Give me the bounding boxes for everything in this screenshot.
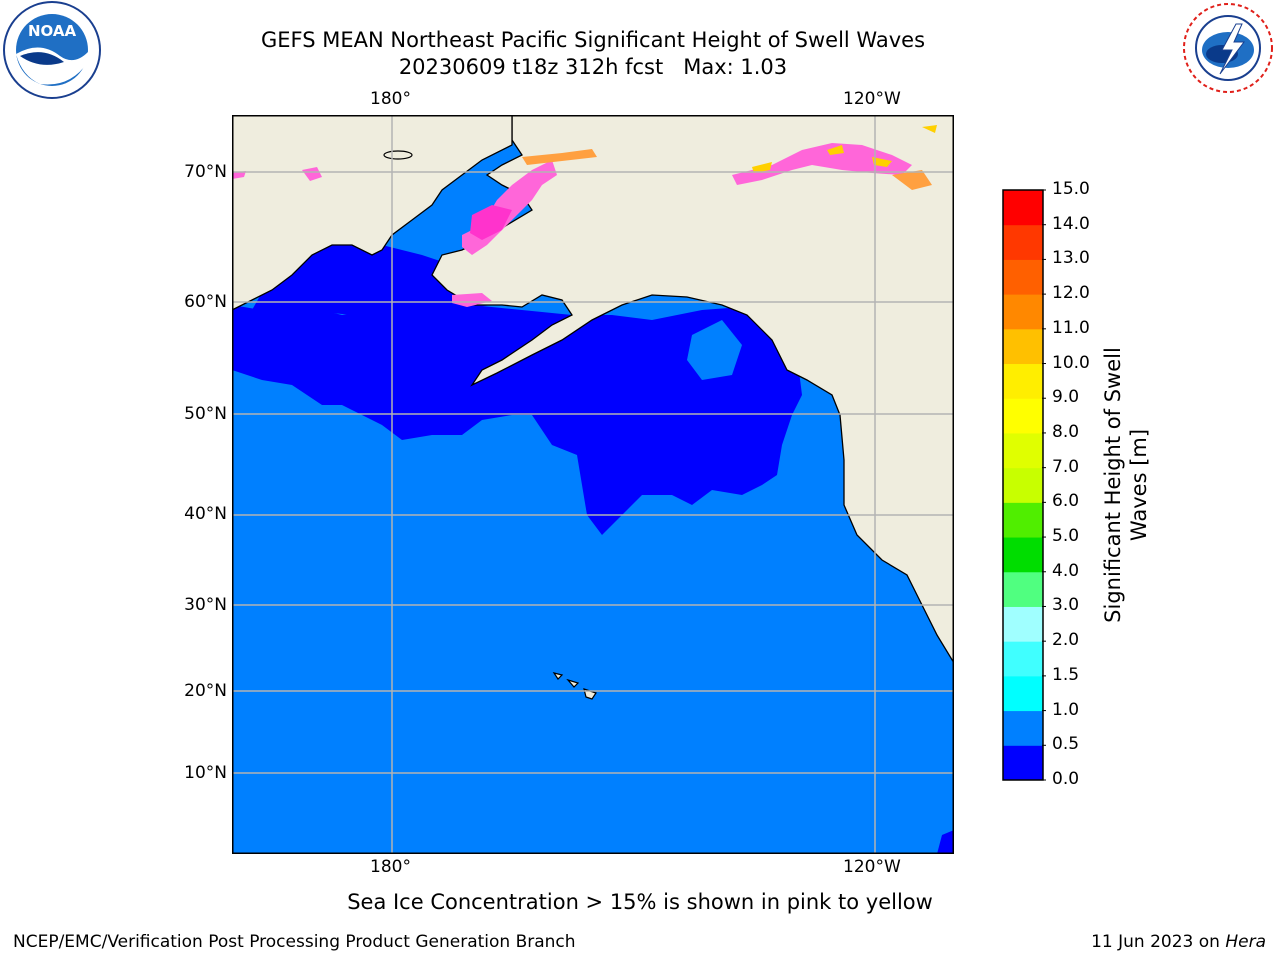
colorbar-tick-label: 9.0	[1052, 387, 1080, 408]
lon-label-top-180: 180°	[370, 89, 411, 109]
colorbar-segment	[1003, 398, 1043, 434]
colorbar-segment	[1003, 432, 1043, 469]
colorbar-segment	[1003, 363, 1043, 399]
colorbar-segment	[1003, 745, 1043, 781]
map-panel	[232, 115, 954, 854]
lat-label-70n: 70°N	[184, 162, 227, 182]
colorbar-tick-label: 12.0	[1052, 283, 1090, 304]
colorbar-tick-label: 2.0	[1052, 630, 1080, 651]
colorbar-segment	[1003, 537, 1043, 573]
lat-label-60n: 60°N	[184, 292, 227, 312]
colorbar-tick-label: 0.5	[1052, 734, 1080, 755]
colorbar-tick-label: 11.0	[1052, 317, 1090, 338]
lat-label-20n: 20°N	[184, 681, 227, 701]
colorbar-tick-label: 4.0	[1052, 560, 1080, 581]
lat-label-30n: 30°N	[184, 595, 227, 615]
lat-label-40n: 40°N	[184, 504, 227, 524]
colorbar-segment	[1003, 259, 1043, 295]
noaa-logo: NOAA	[3, 1, 101, 99]
colorbar-tick-label: 14.0	[1052, 213, 1090, 234]
colorbar-tick-label: 3.0	[1052, 595, 1080, 616]
low-swell-east-edge	[937, 830, 954, 854]
sea-ice-siberia	[232, 167, 322, 181]
map-frame	[232, 115, 954, 854]
land-siberia	[232, 115, 513, 311]
colorbar	[1002, 189, 1046, 781]
low-swell-region	[232, 300, 802, 535]
sea-ice-note: Sea Ice Concentration > 15% is shown in …	[347, 890, 933, 914]
land-wrangel	[383, 150, 413, 160]
colorbar-tick-label: 0.0	[1052, 769, 1080, 789]
chart-subtitle: 20230609 t18z 312h fcst Max: 1.03	[398, 55, 788, 79]
colorbar-tick-label: 1.0	[1052, 699, 1080, 720]
graticule	[232, 115, 954, 854]
colorbar-tick-label: 1.5	[1052, 664, 1080, 685]
colorbar-segment	[1003, 502, 1043, 538]
footer-date: 11 Jun 2023 on Hera	[1091, 932, 1266, 952]
lon-label-bottom-120w: 120°W	[843, 857, 901, 877]
colorbar-segment	[1003, 467, 1043, 503]
colorbar-segment	[1003, 710, 1043, 746]
colorbar-frame	[1002, 189, 1044, 781]
colorbar-segment	[1003, 571, 1043, 607]
nws-logo	[1182, 2, 1274, 94]
colorbar-tick-label: 6.0	[1052, 491, 1080, 512]
colorbar-segment	[1003, 641, 1043, 677]
colorbar-tick-label: 15.0	[1052, 179, 1090, 199]
colorbar-tick-label: 10.0	[1052, 352, 1090, 373]
colorbar-segment	[1003, 190, 1043, 226]
sea-ice-orange	[522, 149, 932, 190]
colorbar-tick-label: 7.0	[1052, 456, 1080, 477]
lon-label-bottom-180: 180°	[370, 857, 411, 877]
sea-ice-bristol	[452, 293, 492, 307]
noaa-logo-text: NOAA	[28, 22, 77, 40]
sea-ice-beaufort-yellow	[752, 125, 937, 173]
lat-label-50n: 50°N	[184, 404, 227, 424]
colorbar-segment	[1003, 328, 1043, 365]
colorbar-tick-label: 13.0	[1052, 248, 1090, 269]
low-swell-bering	[252, 235, 502, 315]
mid-swell-patch	[687, 320, 742, 380]
colorbar-segment	[1003, 294, 1043, 330]
colorbar-tick-label: 8.0	[1052, 421, 1080, 442]
footer-host: Hera	[1225, 932, 1266, 952]
colorbar-segment	[1003, 224, 1043, 260]
sea-ice-bering	[470, 205, 512, 240]
lon-label-top-120w: 120°W	[843, 89, 901, 109]
colorbar-segment	[1003, 675, 1043, 712]
chart-title: GEFS MEAN Northeast Pacific Significant …	[260, 28, 926, 52]
sea-ice-beaufort	[732, 143, 912, 185]
footer-date-text: 11 Jun 2023 on	[1091, 932, 1226, 952]
colorbar-tick-label: 5.0	[1052, 526, 1080, 547]
lat-label-10n: 10°N	[184, 763, 227, 783]
colorbar-title: Significant Height of Swell Waves [m]	[1101, 347, 1151, 623]
colorbar-segment	[1003, 606, 1043, 642]
footer-credit: NCEP/EMC/Verification Post Processing Pr…	[13, 932, 576, 952]
